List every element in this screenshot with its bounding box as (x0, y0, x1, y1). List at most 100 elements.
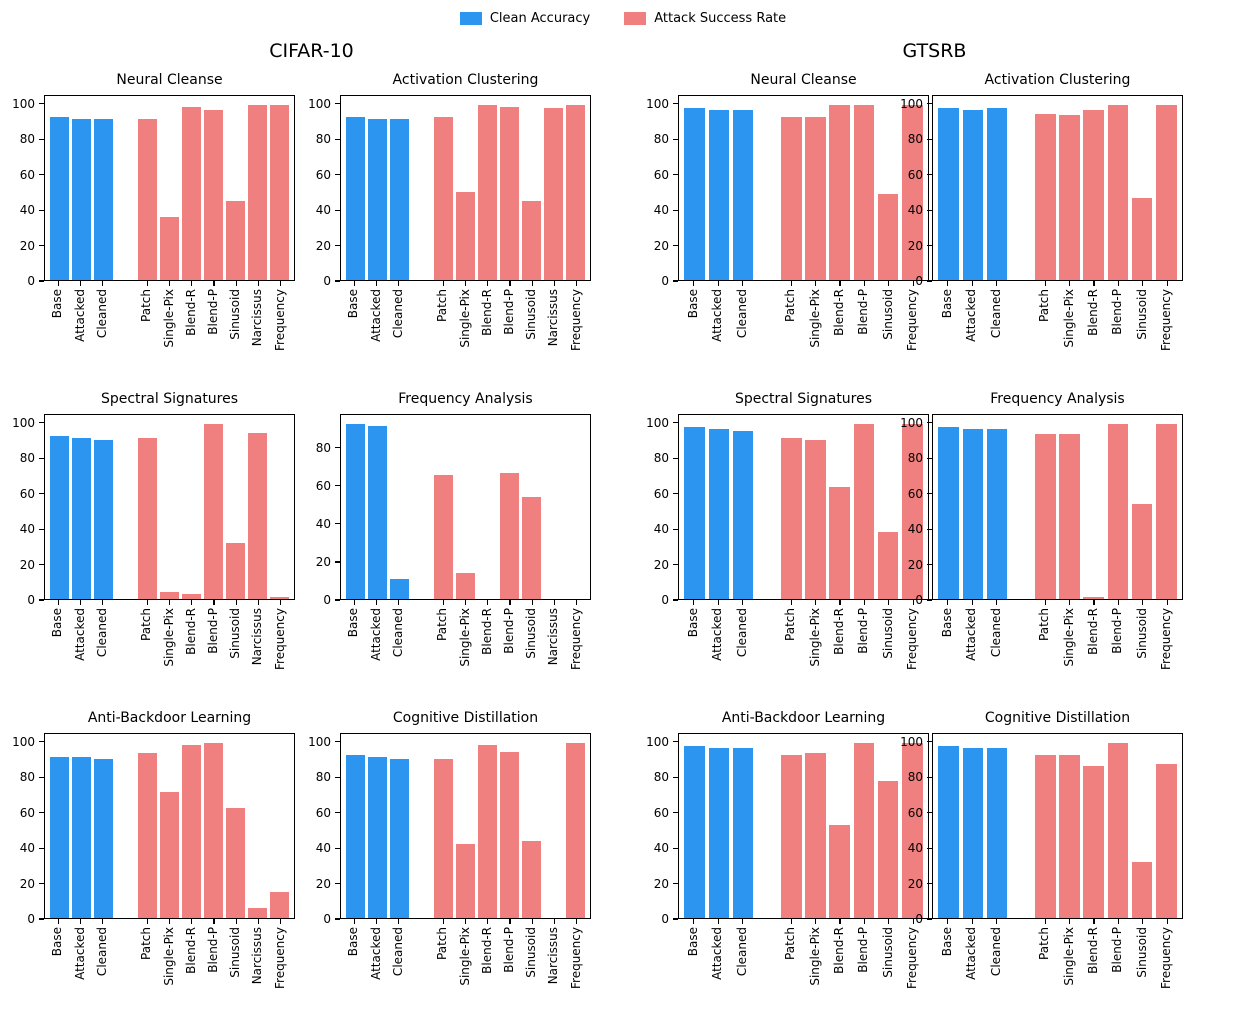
y-tick-label: 40 (653, 841, 669, 856)
x-tick-mark (398, 600, 400, 605)
y-tick-label: 60 (907, 805, 923, 820)
y-tick-label: 0 (27, 593, 35, 607)
y-tick-mark (673, 422, 678, 424)
x-tick-label-attacked: Attacked (368, 608, 383, 661)
bar-clean-attacked (962, 429, 984, 599)
x-tick-mark (553, 600, 555, 605)
x-tick-mark (815, 281, 817, 286)
y-tick-mark (673, 882, 678, 885)
chart-activation-clustering-gtsrb: Activation Clustering 0 20 40 60 80 100 Base Att… (896, 72, 1183, 377)
bar-attack-sinusoid (1131, 197, 1153, 280)
x-tick-mark (717, 281, 719, 286)
plot-area (678, 733, 929, 919)
y-tick-label: 60 (19, 486, 35, 501)
x-tick-mark (947, 600, 949, 605)
x-tick-mark (353, 600, 356, 605)
x-tick-mark (790, 919, 792, 924)
y-tick-mark (927, 493, 932, 495)
y-tick-label: 40 (315, 203, 331, 218)
x-tick-label-frequency: Frequency (272, 608, 287, 670)
x-axis: Base Attacked Cleaned Patch Single-Pix Blend-… (340, 600, 591, 696)
x-tick-mark (839, 281, 841, 286)
x-tick-mark (235, 919, 237, 924)
y-tick-mark (927, 599, 932, 601)
x-tick-mark (1093, 600, 1095, 605)
x-tick-mark (815, 919, 817, 924)
bar-attack-single-pix (1059, 434, 1080, 599)
x-tick-mark (790, 600, 792, 605)
bar-attack-blend-p (853, 104, 875, 280)
chart-cognitive-distillation-cifar-10: Cognitive Distillation 0 20 40 60 80 100 Base At… (304, 710, 591, 1015)
x-tick-mark (102, 281, 104, 286)
dataset-titles: CIFAR-10 GTSRB (0, 30, 1246, 72)
y-tick-mark (39, 528, 44, 530)
y-axis: 0 20 40 60 80 100 (896, 414, 932, 607)
bar-attack-single-pix (1059, 115, 1080, 280)
y-axis: 0 20 40 60 80 (304, 414, 340, 607)
x-tick-mark (1044, 281, 1046, 286)
bar-attack-frequency (566, 104, 586, 280)
y-tick-label: 40 (315, 516, 331, 531)
x-tick-label-blend-p: Blend-P (856, 289, 871, 335)
x-axis: Base Attacked Cleaned Patch Single-Pix Blend-… (340, 281, 591, 377)
x-tick-label-blend-p: Blend-P (856, 927, 871, 973)
x-tick-mark (191, 600, 193, 605)
bar-attack-single-pix (805, 753, 826, 918)
y-tick-mark (673, 563, 678, 566)
y-tick-label: 80 (315, 440, 331, 455)
y-tick-label: 0 (323, 593, 331, 607)
x-tick-label-sinusoid: Sinusoid (524, 608, 539, 659)
y-tick-mark (335, 485, 340, 487)
bar-attack-sinusoid (226, 201, 245, 280)
bar-clean-cleaned (986, 429, 1008, 599)
x-tick-label-sinusoid: Sinusoid (1134, 608, 1149, 659)
x-axis: Base Attacked Cleaned Patch Single-Pix Blend-… (678, 281, 929, 377)
x-tick-mark (487, 919, 489, 924)
x-tick-mark (191, 281, 193, 286)
chart-title: Neural Cleanse (116, 72, 223, 88)
bar-clean-base (345, 755, 365, 918)
chart-title: Cognitive Distillation (392, 710, 539, 726)
x-tick-mark (57, 281, 60, 286)
x-tick-label-base: Base (939, 289, 954, 319)
x-tick-mark (741, 600, 744, 605)
y-tick-mark (673, 103, 678, 105)
bar-attack-frequency (1156, 763, 1177, 918)
x-tick-label-patch: Patch (139, 927, 154, 960)
bar-attack-blend-p (853, 423, 875, 599)
x-tick-label-sinusoid: Sinusoid (1134, 289, 1149, 340)
bar-clean-base (684, 746, 705, 918)
x-tick-label-narcissus: Narcissus (250, 608, 265, 666)
y-tick-label: 100 (900, 734, 923, 749)
x-tick-mark (947, 919, 949, 924)
chart-anti-backdoor-learning-gtsrb: Anti-Backdoor Learning 0 20 40 60 80 100 Base At… (642, 710, 929, 1015)
x-tick-label-patch: Patch (435, 927, 450, 960)
x-tick-label-base: Base (50, 289, 65, 319)
x-tick-label-blend-r: Blend-R (479, 289, 494, 336)
y-tick-mark (927, 244, 932, 247)
bar-attack-blend-r (829, 104, 851, 280)
x-tick-mark (376, 919, 378, 924)
y-tick-mark (927, 847, 932, 849)
y-tick-label: 60 (19, 167, 35, 182)
y-tick-label: 20 (19, 238, 35, 253)
x-tick-label-single-pix: Single-Pix (161, 289, 176, 348)
y-tick-mark (927, 882, 932, 885)
x-tick-label-blend-r: Blend-R (832, 289, 847, 336)
x-tick-mark (168, 281, 171, 286)
x-tick-mark (57, 919, 60, 924)
x-tick-label-single-pix: Single-Pix (161, 608, 176, 667)
bar-attack-patch (781, 755, 802, 918)
bar-attack-patch (781, 437, 802, 599)
y-tick-label: 40 (907, 203, 923, 218)
x-tick-label-frequency: Frequency (568, 289, 583, 351)
bar-clean-cleaned (94, 118, 113, 280)
plot-area (44, 733, 295, 919)
y-tick-label: 60 (653, 805, 669, 820)
x-tick-mark (531, 600, 533, 605)
x-tick-label-blend-r: Blend-R (1086, 289, 1101, 336)
y-tick-mark (673, 528, 678, 530)
bar-attack-blend-r (1083, 110, 1105, 280)
y-tick-mark (673, 741, 678, 743)
chart-grid: Neural Cleanse 0 20 40 60 80 100 Base Attacked Cl… (0, 72, 1246, 1015)
